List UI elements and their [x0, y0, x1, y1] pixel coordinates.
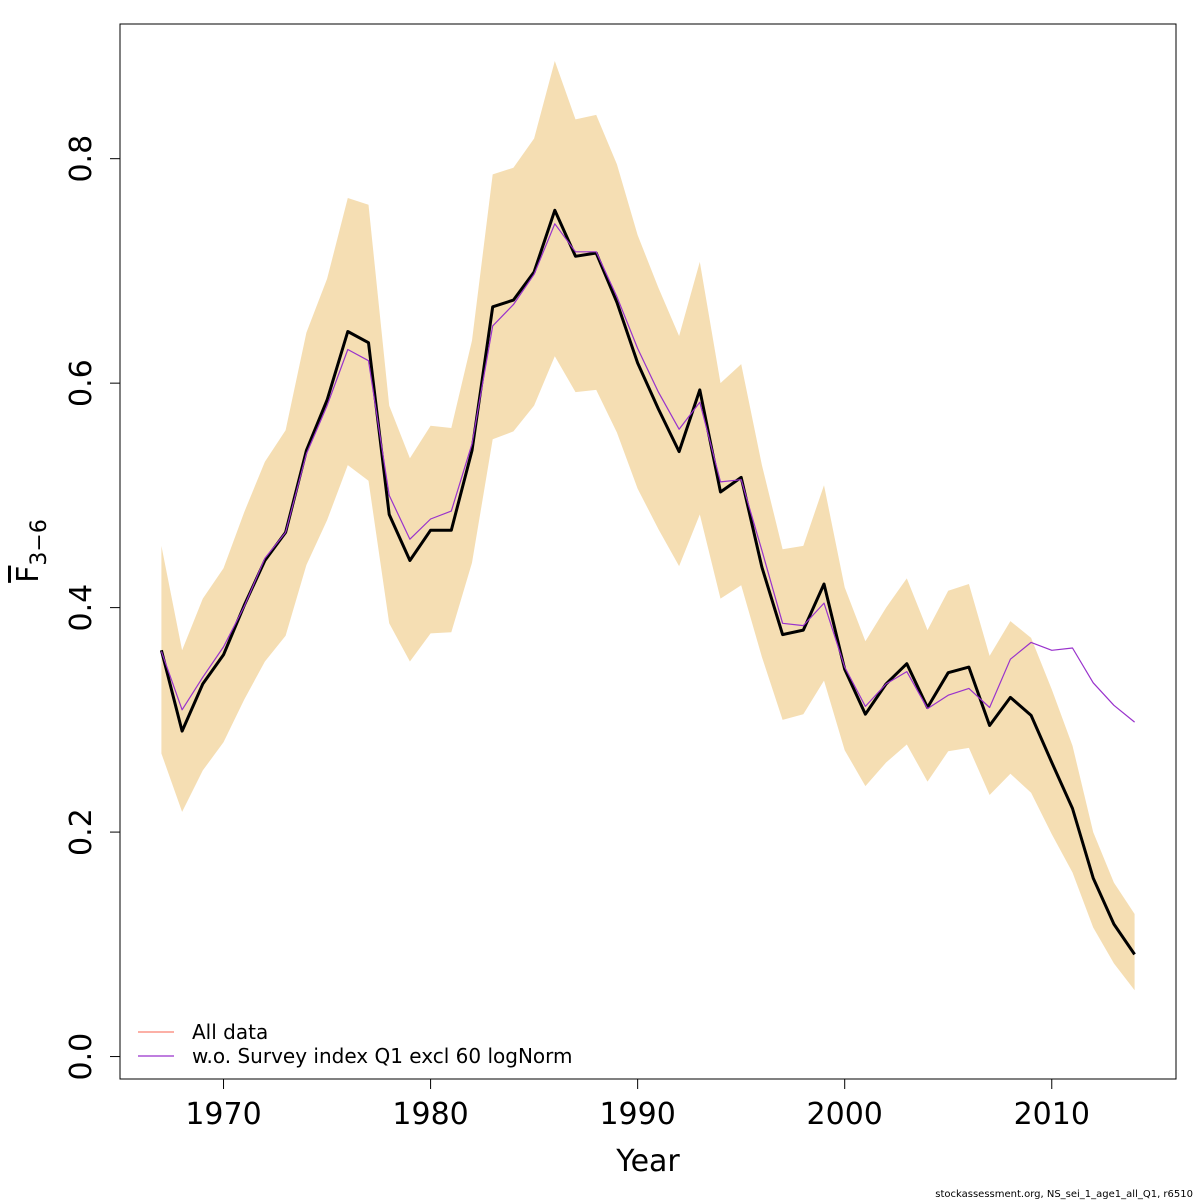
axes-layer: 1970 1980 1990 2000 2010 0.0 0.2 0.4 0.6 0.8 Year F…	[11, 23, 1177, 1179]
y-tick-label: 0.2	[64, 808, 99, 856]
y-tick-label: 0.0	[64, 1033, 99, 1081]
series-layer	[159, 208, 1136, 956]
footer-note: stockassessment.org, NS_sei_1_age1_all_Q…	[935, 1189, 1193, 1200]
legend-label-2: w.o. Survey index Q1 excl 60 logNorm	[192, 1044, 573, 1068]
legend-label-1: All data	[192, 1020, 268, 1044]
x-tick-label: 2000	[807, 1097, 883, 1132]
y-tick-label: 0.4	[64, 584, 99, 632]
y-axis-title: F3−6	[11, 519, 52, 583]
confidence-band-layer	[161, 61, 1135, 991]
y-axis-title-base: F	[11, 566, 46, 583]
x-axis-title: Year	[615, 1144, 680, 1179]
series-line-survey-excluded	[160, 223, 1135, 723]
y-axis-title-subscript: 3−6	[27, 519, 52, 565]
confidence-band	[161, 61, 1135, 991]
plot-frame	[119, 23, 1177, 1080]
x-tick-label: 2010	[1014, 1097, 1090, 1132]
y-tick-label: 0.6	[64, 359, 99, 407]
series-line-reference	[159, 208, 1136, 956]
x-tick-label: 1980	[392, 1097, 468, 1132]
x-tick-label: 1990	[599, 1097, 675, 1132]
y-tick-label: 0.8	[64, 135, 99, 183]
x-tick-label: 1970	[185, 1097, 261, 1132]
